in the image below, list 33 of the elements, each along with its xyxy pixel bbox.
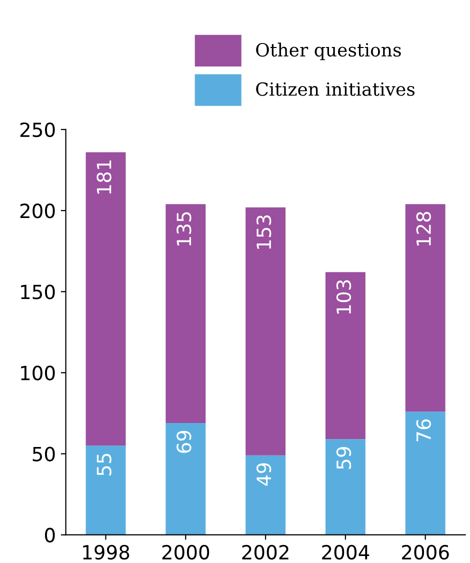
data-label: 153 <box>256 215 272 249</box>
bar <box>86 152 126 446</box>
y-tick-label: 50 <box>32 446 55 462</box>
x-tick-label: 2006 <box>402 544 449 560</box>
legend-label: Other questions <box>256 42 401 60</box>
x-tick-label: 1998 <box>83 544 130 560</box>
data-label: 128 <box>416 212 431 246</box>
bar <box>166 204 206 423</box>
data-label: 103 <box>336 280 352 314</box>
x-tick-label: 2004 <box>322 544 370 560</box>
bar <box>166 422 206 535</box>
data-label: 181 <box>96 160 112 194</box>
bar <box>246 207 286 456</box>
y-tick-label: 250 <box>20 122 55 138</box>
y-tick-label: 150 <box>21 284 55 300</box>
data-label: 55 <box>96 454 112 476</box>
data-label: 59 <box>336 447 352 469</box>
x-tick-label: 2002 <box>242 544 288 560</box>
bar <box>246 455 286 535</box>
bar <box>405 412 446 535</box>
data-label: 135 <box>176 212 192 246</box>
legend-label: Citizen initiatives <box>256 82 415 96</box>
bar <box>325 272 366 440</box>
y-tick-label: 200 <box>20 204 55 218</box>
data-label: 76 <box>416 419 431 442</box>
data-label: 69 <box>176 430 192 453</box>
bar <box>405 204 446 412</box>
y-tick-label: 100 <box>21 366 55 380</box>
bar <box>86 446 126 535</box>
data-label: 49 <box>256 463 272 486</box>
x-tick-label: 2000 <box>162 544 210 560</box>
bar <box>325 439 366 535</box>
y-tick-label: 0 <box>44 528 55 543</box>
